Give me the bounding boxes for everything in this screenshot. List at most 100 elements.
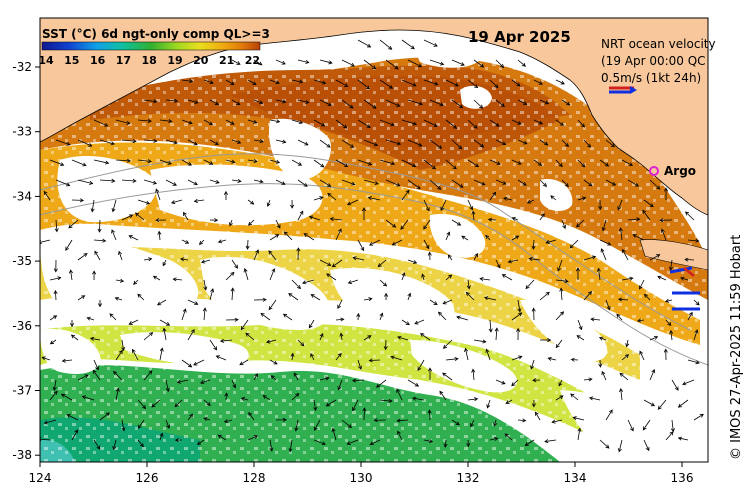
velocity-arrowhead	[253, 159, 258, 164]
velocity-arrow	[561, 139, 569, 147]
velocity-arrow	[407, 139, 422, 147]
velocity-arrowhead	[367, 335, 372, 339]
velocity-arrow	[693, 413, 704, 421]
velocity-arrowhead	[617, 206, 622, 211]
velocity-arrowhead	[456, 315, 461, 320]
velocity-arrowhead	[84, 374, 89, 379]
velocity-arrow	[473, 179, 486, 186]
velocity-arrow	[338, 379, 343, 390]
velocity-arrow	[209, 288, 214, 301]
velocity-arrowhead	[240, 397, 246, 401]
velocity-arrowhead	[343, 124, 348, 129]
velocity-arrowhead	[397, 430, 401, 435]
velocity-arrowhead	[507, 259, 512, 264]
velocity-arrow	[193, 359, 205, 366]
velocity-arrow	[55, 219, 58, 232]
velocity-arrowhead	[253, 435, 259, 439]
velocity-arrow	[571, 359, 579, 361]
velocity-arrow	[616, 313, 623, 321]
velocity-arrow	[352, 399, 359, 411]
velocity-arrow	[335, 119, 347, 129]
velocity-arrow	[173, 278, 183, 281]
velocity-arrow	[473, 99, 483, 109]
velocity-arrow	[183, 212, 189, 221]
velocity-arrow	[379, 399, 392, 402]
velocity-arrowhead	[605, 444, 610, 449]
velocity-arrowhead	[411, 396, 417, 401]
velocity-arrow	[67, 414, 79, 421]
velocity-arrow	[517, 419, 526, 422]
velocity-arrow	[552, 419, 563, 423]
velocity-arrowhead	[313, 426, 318, 431]
y-axis: -32 -33 -34 -35 -36 -37 -38	[12, 60, 40, 462]
velocity-arrowhead	[193, 198, 198, 203]
velocity-arrow	[495, 259, 501, 268]
velocity-arrowhead	[511, 382, 516, 387]
velocity-arrow	[440, 199, 447, 211]
velocity-arrowhead	[368, 297, 373, 302]
velocity-arrow	[626, 339, 629, 347]
velocity-arrow	[121, 139, 136, 142]
velocity-arrowhead	[275, 80, 280, 85]
velocity-arrowhead	[97, 228, 102, 233]
velocity-arrow	[429, 59, 444, 65]
velocity-arrow	[363, 179, 379, 185]
x-tick-label: 126	[136, 471, 159, 485]
velocity-arrowhead	[305, 99, 310, 104]
velocity-arrowhead	[488, 328, 493, 333]
velocity-arrowhead	[148, 370, 153, 375]
velocity-arrow	[466, 292, 475, 301]
velocity-arrow	[62, 359, 73, 362]
velocity-arrow	[599, 439, 610, 449]
velocity-arrowhead	[102, 238, 107, 243]
velocity-arrow	[137, 159, 152, 162]
velocity-arrowhead	[95, 366, 99, 371]
velocity-arrowhead	[259, 100, 264, 105]
velocity-arrowhead	[174, 403, 179, 408]
velocity-arrow	[379, 313, 383, 321]
velocity-arrowhead	[425, 245, 430, 250]
velocity-arrowhead	[639, 350, 644, 355]
velocity-arrowhead	[247, 221, 253, 226]
velocity-arrowhead	[172, 182, 177, 186]
velocity-arrowhead	[54, 228, 59, 233]
credit-text: © IMOS 27-Apr-2025 11:59 Hobart	[729, 235, 744, 460]
velocity-arrowhead	[540, 213, 545, 218]
velocity-arrow	[494, 419, 497, 427]
velocity-arrowhead	[367, 196, 372, 201]
velocity-arrowhead	[189, 78, 194, 84]
velocity-arrow	[61, 393, 73, 401]
velocity-arrow	[209, 139, 219, 145]
velocity-arrowhead	[194, 100, 199, 104]
velocity-arrowhead	[118, 250, 122, 256]
velocity-arrowhead	[198, 240, 204, 245]
velocity-arrow	[444, 439, 447, 448]
velocity-arrowhead	[453, 124, 458, 129]
velocity-arrow	[445, 119, 457, 129]
velocity-arrow	[231, 259, 238, 269]
velocity-arrowhead	[174, 438, 179, 443]
velocity-arrowhead	[297, 162, 303, 166]
velocity-arrow	[495, 59, 504, 68]
velocity-arrow	[525, 439, 535, 446]
velocity-arrowhead	[677, 403, 683, 408]
velocity-arrowhead	[522, 418, 527, 423]
velocity-arrowhead	[544, 100, 550, 105]
velocity-arrow	[70, 270, 73, 281]
velocity-arrowhead	[245, 245, 250, 250]
velocity-arrow	[291, 79, 303, 83]
velocity-arrowhead	[440, 206, 445, 212]
velocity-arrowhead	[442, 344, 448, 349]
colorbar-title: SST (°C) 6d ngt-only comp QL>=3	[42, 27, 270, 41]
velocity-arrowhead	[680, 276, 685, 281]
velocity-arrow	[77, 179, 93, 184]
velocity-arrowhead	[530, 365, 535, 370]
velocity-arrowhead	[203, 417, 208, 421]
velocity-arrow	[583, 139, 591, 148]
velocity-arrowhead	[373, 418, 378, 423]
velocity-arrow	[253, 99, 263, 104]
velocity-arrowhead	[607, 241, 612, 246]
velocity-arrowhead	[544, 141, 549, 146]
velocity-arrowhead	[155, 218, 160, 223]
velocity-arrowhead	[351, 181, 356, 186]
